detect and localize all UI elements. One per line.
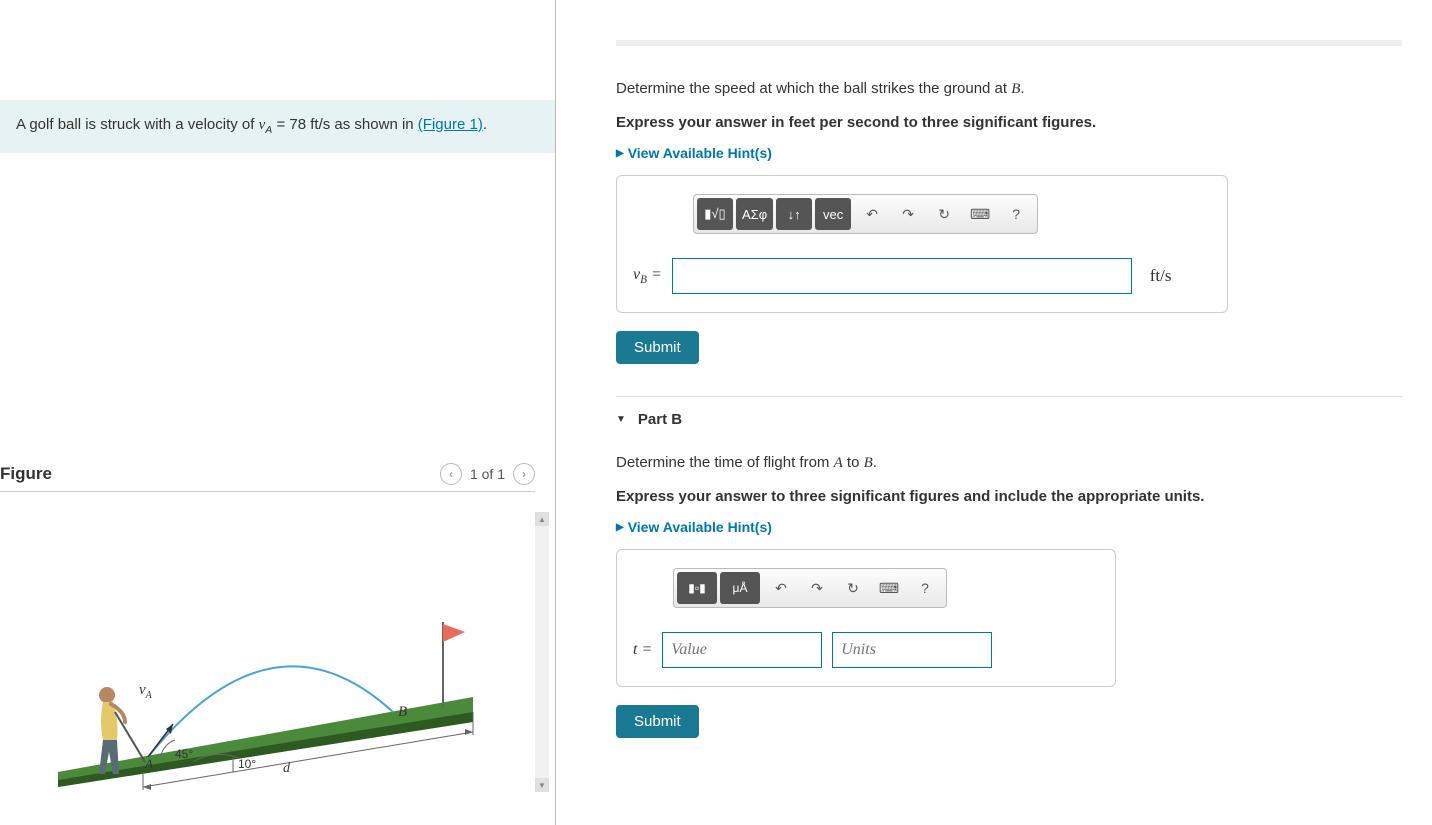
fig-angle-10: 10° <box>238 757 256 771</box>
reset-icon[interactable]: ↻ <box>926 198 962 230</box>
figure-svg: d 10° 45° vA A <box>53 562 483 792</box>
part-b-header[interactable]: ▼ Part B <box>616 396 1402 428</box>
figure-scrollbar[interactable]: ▲ ▼ <box>535 512 549 792</box>
tool-subscript-icon[interactable]: ↓↑ <box>776 198 812 230</box>
caret-down-icon: ▼ <box>616 414 626 425</box>
tool-units-icon[interactable]: μÅ <box>720 572 760 604</box>
problem-statement: A golf ball is struck with a velocity of… <box>0 100 555 153</box>
caret-right-icon: ▶ <box>616 148 624 159</box>
keyboard-icon[interactable]: ⌨ <box>962 198 998 230</box>
figure-link[interactable]: (Figure 1) <box>418 116 483 133</box>
part-a-submit-button[interactable]: Submit <box>616 331 699 364</box>
undo-icon[interactable]: ↶ <box>854 198 890 230</box>
tool-template-icon[interactable]: ▮▫▮ <box>677 572 717 604</box>
fig-label-d: d <box>283 761 291 776</box>
part-b-units-input[interactable] <box>832 632 992 668</box>
fig-va-sub: A <box>144 690 152 701</box>
redo-icon[interactable]: ↷ <box>799 572 835 604</box>
part-b-lhs: t = <box>633 641 652 659</box>
tool-greek-icon[interactable]: ΑΣφ <box>736 198 773 230</box>
part-a-answer-box: ▮√▯ ΑΣφ ↓↑ vec ↶ ↷ ↻ ⌨ ? vB = ft/s <box>616 175 1228 313</box>
scroll-down-icon[interactable]: ▼ <box>535 778 549 792</box>
figure-counter: 1 of 1 <box>470 466 505 482</box>
problem-eq: = 78 ft/s as shown in <box>272 116 418 133</box>
problem-intro: A golf ball is struck with a velocity of <box>16 116 259 133</box>
part-a-toolbar: ▮√▯ ΑΣφ ↓↑ vec ↶ ↷ ↻ ⌨ ? <box>693 194 1038 234</box>
figure-nav: ‹ 1 of 1 › <box>440 463 535 485</box>
help-icon[interactable]: ? <box>998 198 1034 230</box>
fig-A: A <box>144 756 153 771</box>
part-a: Determine the speed at which the ball st… <box>616 80 1402 364</box>
part-a-lhs: vB = <box>633 266 662 286</box>
figure-next-button[interactable]: › <box>513 463 535 485</box>
reset-icon[interactable]: ↻ <box>835 572 871 604</box>
fig-B: B <box>398 704 407 720</box>
part-b-question: Determine the time of flight from A to B… <box>616 454 1402 472</box>
redo-icon[interactable]: ↷ <box>890 198 926 230</box>
part-a-question: Determine the speed at which the ball st… <box>616 80 1402 98</box>
part-b-value-input[interactable] <box>662 632 822 668</box>
caret-right-icon: ▶ <box>616 522 624 533</box>
figure-section: Figure ‹ 1 of 1 › d <box>0 463 535 792</box>
part-a-unit: ft/s <box>1150 266 1172 286</box>
figure-body: d 10° 45° vA A <box>0 512 535 792</box>
part-a-answer-input[interactable] <box>672 258 1132 294</box>
part-b: Determine the time of flight from A to B… <box>616 454 1402 738</box>
part-b-answer-box: ▮▫▮ μÅ ↶ ↷ ↻ ⌨ ? t = <box>616 549 1116 687</box>
keyboard-icon[interactable]: ⌨ <box>871 572 907 604</box>
part-b-submit-button[interactable]: Submit <box>616 705 699 738</box>
help-icon[interactable]: ? <box>907 572 943 604</box>
part-b-toolbar: ▮▫▮ μÅ ↶ ↷ ↻ ⌨ ? <box>673 568 947 608</box>
undo-icon[interactable]: ↶ <box>763 572 799 604</box>
part-a-hints-link[interactable]: ▶ View Available Hint(s) <box>616 145 1402 161</box>
part-a-instruction: Express your answer in feet per second t… <box>616 114 1402 131</box>
scroll-up-icon[interactable]: ▲ <box>535 512 549 526</box>
part-b-instruction: Express your answer to three significant… <box>616 488 1402 505</box>
problem-after: . <box>483 116 487 133</box>
part-b-hints-link[interactable]: ▶ View Available Hint(s) <box>616 519 1402 535</box>
tool-template-icon[interactable]: ▮√▯ <box>697 198 733 230</box>
tool-vec-icon[interactable]: vec <box>815 198 851 230</box>
figure-title: Figure <box>0 464 52 484</box>
svg-text:vA: vA <box>139 682 153 701</box>
part-a-bar <box>616 40 1402 46</box>
fig-angle-45: 45° <box>175 747 193 761</box>
figure-prev-button[interactable]: ‹ <box>440 463 462 485</box>
